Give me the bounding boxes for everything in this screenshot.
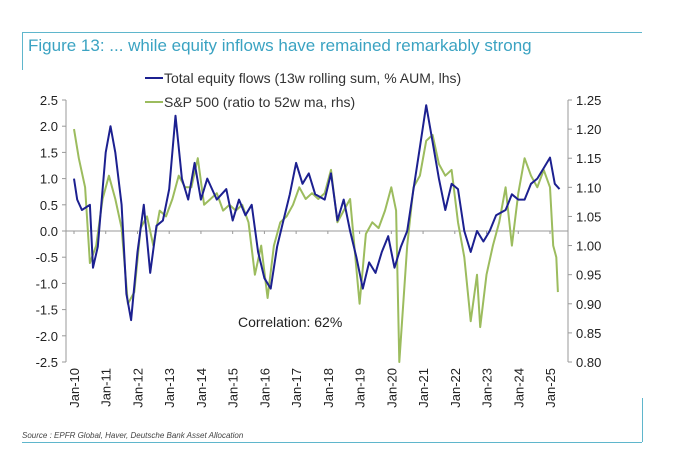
right-tick-label: 1.15 bbox=[576, 151, 601, 166]
x-tick-label: Jan-13 bbox=[162, 368, 177, 408]
right-tick-label: 0.80 bbox=[576, 355, 601, 370]
x-tick-label: Jan-24 bbox=[511, 368, 526, 408]
right-tick-label: 1.05 bbox=[576, 209, 601, 224]
left-tick-label: 0.0 bbox=[40, 224, 58, 239]
right-tick-label: 1.10 bbox=[576, 180, 601, 195]
left-tick-label: -0.5 bbox=[36, 250, 58, 265]
left-tick-label: -2.0 bbox=[36, 329, 58, 344]
left-tick-label: -1.5 bbox=[36, 303, 58, 318]
left-tick-label: 1.5 bbox=[40, 145, 58, 160]
series-line-equity-flows bbox=[73, 104, 561, 322]
right-tick-label: 0.90 bbox=[576, 297, 601, 312]
x-tick-label: Jan-14 bbox=[194, 368, 209, 408]
x-tick-label: Jan-18 bbox=[321, 368, 336, 408]
left-tick-label: 0.5 bbox=[40, 198, 58, 213]
x-tick-label: Jan-20 bbox=[384, 368, 399, 408]
right-tick-label: 0.95 bbox=[576, 268, 601, 283]
frame-bottom-rule bbox=[22, 442, 642, 443]
right-tick-label: 0.85 bbox=[576, 326, 601, 341]
chart-title: Figure 13: ... while equity inflows have… bbox=[28, 36, 532, 55]
x-tick-label: Jan-11 bbox=[99, 368, 114, 407]
left-tick-label: 2.0 bbox=[40, 119, 58, 134]
right-tick-label: 1.25 bbox=[576, 93, 601, 108]
x-tick-label: Jan-16 bbox=[257, 368, 272, 408]
left-tick-label: 2.5 bbox=[40, 93, 58, 108]
frame-left-rule bbox=[22, 32, 23, 70]
frame-right-rule bbox=[642, 398, 643, 442]
x-tick-label: Jan-22 bbox=[448, 368, 463, 408]
right-tick-label: 1.00 bbox=[576, 239, 601, 254]
legend-label: Total equity flows (13w rolling sum, % A… bbox=[164, 70, 461, 86]
x-tick-label: Jan-23 bbox=[480, 368, 495, 408]
x-tick-label: Jan-21 bbox=[416, 368, 431, 408]
legend-label: S&P 500 (ratio to 52w ma, rhs) bbox=[164, 94, 355, 110]
correlation-annotation: Correlation: 62% bbox=[238, 314, 342, 330]
left-tick-label: -2.5 bbox=[36, 355, 58, 370]
left-tick-label: 1.0 bbox=[40, 172, 58, 187]
x-tick-label: Jan-15 bbox=[226, 368, 241, 408]
x-tick-label: Jan-12 bbox=[130, 368, 145, 408]
right-tick-label: 1.20 bbox=[576, 122, 601, 137]
left-tick-label: -1.0 bbox=[36, 276, 58, 291]
x-tick-label: Jan-17 bbox=[289, 368, 304, 408]
x-tick-label: Jan-25 bbox=[543, 368, 558, 408]
x-tick-label: Jan-19 bbox=[353, 368, 368, 408]
source-note: Source : EPFR Global, Haver, Deutsche Ba… bbox=[22, 431, 244, 440]
x-tick-label: Jan-10 bbox=[67, 368, 82, 408]
frame-top-rule bbox=[22, 32, 642, 33]
